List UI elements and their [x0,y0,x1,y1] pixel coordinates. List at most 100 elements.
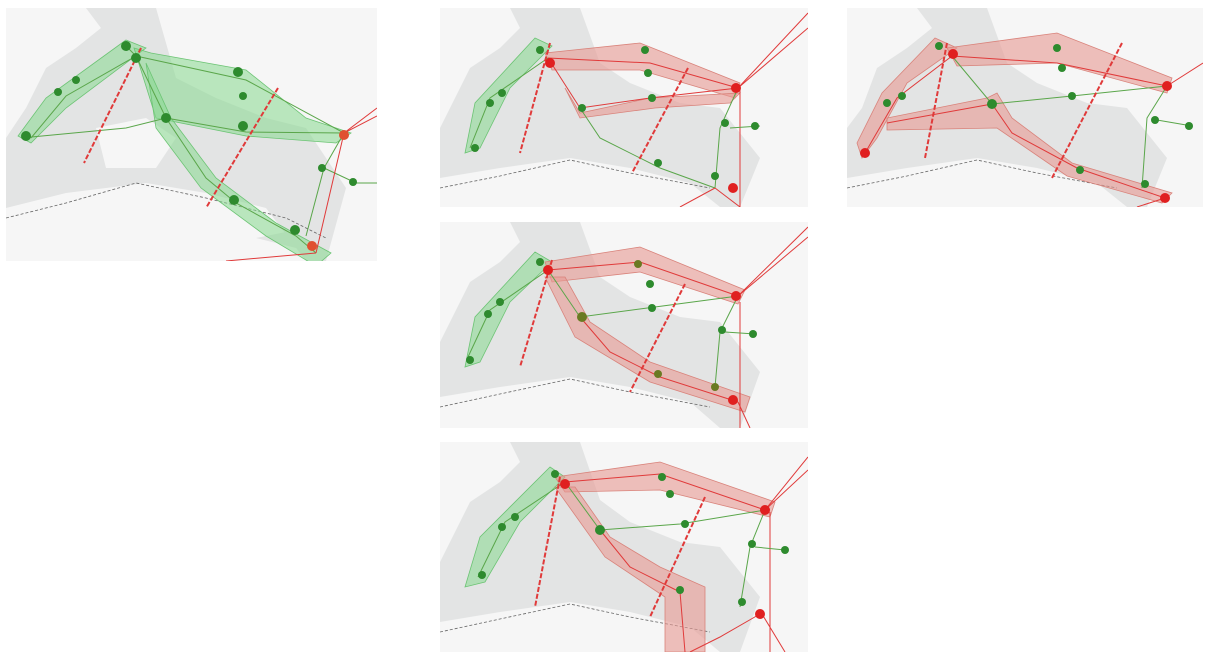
station-node-icon [634,260,642,268]
station-node-icon [658,473,666,481]
station-node-icon [1162,81,1172,91]
station-node-icon [1160,193,1170,203]
country-border [440,603,711,633]
station-node-icon [498,523,506,531]
zone-red [554,486,706,652]
station-node-icon [666,490,674,498]
station-node-icon [987,99,997,109]
grid-map-scenario-b [847,8,1203,207]
power-lines [864,55,1203,207]
station-node-icon [676,586,684,594]
station-node-icon [307,241,317,251]
grid-map-panel-scenario-d [440,442,808,652]
cut-lines [83,47,279,209]
grid-map-baseline [6,8,377,261]
station-node-icon [728,395,738,405]
station-node-icon [748,540,756,548]
country-border [847,159,1118,189]
station-node-icon [728,183,738,193]
stations [471,46,759,193]
station-node-icon [654,370,662,378]
station-node-icon [578,104,586,112]
stations [860,42,1193,203]
cut-lines [519,259,686,393]
station-node-icon [131,53,141,63]
station-node-icon [238,121,248,131]
station-node-icon [511,513,519,521]
station-node-icon [749,330,757,338]
station-node-icon [595,525,605,535]
station-node-icon [860,148,870,158]
station-node-icon [478,571,486,579]
zone-south [145,62,332,261]
station-node-icon [935,42,943,50]
power-lines [469,12,808,207]
grid-map-scenario-a [440,8,808,207]
grid-map-scenario-c [440,222,808,428]
station-node-icon [161,113,171,123]
station-node-icon [471,144,479,152]
station-node-icon [229,195,239,205]
station-node-icon [21,131,31,141]
station-node-icon [543,265,553,275]
station-node-icon [239,92,247,100]
power-lines [477,456,808,652]
station-node-icon [290,225,300,235]
station-node-icon [948,49,958,59]
station-node-icon [496,298,504,306]
station-node-icon [731,83,741,93]
station-node-icon [711,383,719,391]
station-node-icon [738,598,746,606]
station-node-icon [1053,44,1061,52]
station-node-icon [339,130,349,140]
station-node-icon [233,67,243,77]
grid-map-panel-scenario-a [440,8,808,207]
station-node-icon [648,304,656,312]
station-node-icon [731,291,741,301]
station-node-icon [577,312,587,322]
station-node-icon [1151,116,1159,124]
station-node-icon [681,520,689,528]
station-node-icon [755,609,765,619]
station-node-icon [486,99,494,107]
cut-lines [534,476,706,618]
station-node-icon [484,310,492,318]
station-node-icon [1076,166,1084,174]
station-node-icon [466,356,474,364]
grid-map-scenario-d [440,442,808,652]
station-node-icon [72,76,80,84]
station-node-icon [560,479,570,489]
station-node-icon [121,41,131,51]
zones [856,32,1173,204]
station-node-icon [536,46,544,54]
zone-red [946,32,1173,94]
zone-red [886,92,1173,204]
station-node-icon [751,122,759,130]
station-node-icon [898,92,906,100]
station-node-icon [54,88,62,96]
power-lines [20,45,377,261]
zone-west [17,39,147,144]
station-node-icon [721,119,729,127]
station-node-icon [644,69,652,77]
grid-map-panel-scenario-b [847,8,1203,207]
cut-lines [519,42,689,174]
station-node-icon [711,172,719,180]
country-border [440,378,711,408]
station-node-icon [654,159,662,167]
grid-map-panel-scenario-c [440,222,808,428]
station-node-icon [498,89,506,97]
station-node-icon [1058,64,1066,72]
station-node-icon [536,258,544,266]
station-node-icon [1068,92,1076,100]
cut-lines [924,42,1123,179]
grid-map-panel-baseline [6,8,377,261]
zones [464,37,742,154]
power-lines [467,226,808,428]
zone-red [564,87,742,119]
zones [464,461,776,652]
station-node-icon [318,164,326,172]
station-node-icon [641,46,649,54]
station-node-icon [781,546,789,554]
country-border [6,182,327,239]
